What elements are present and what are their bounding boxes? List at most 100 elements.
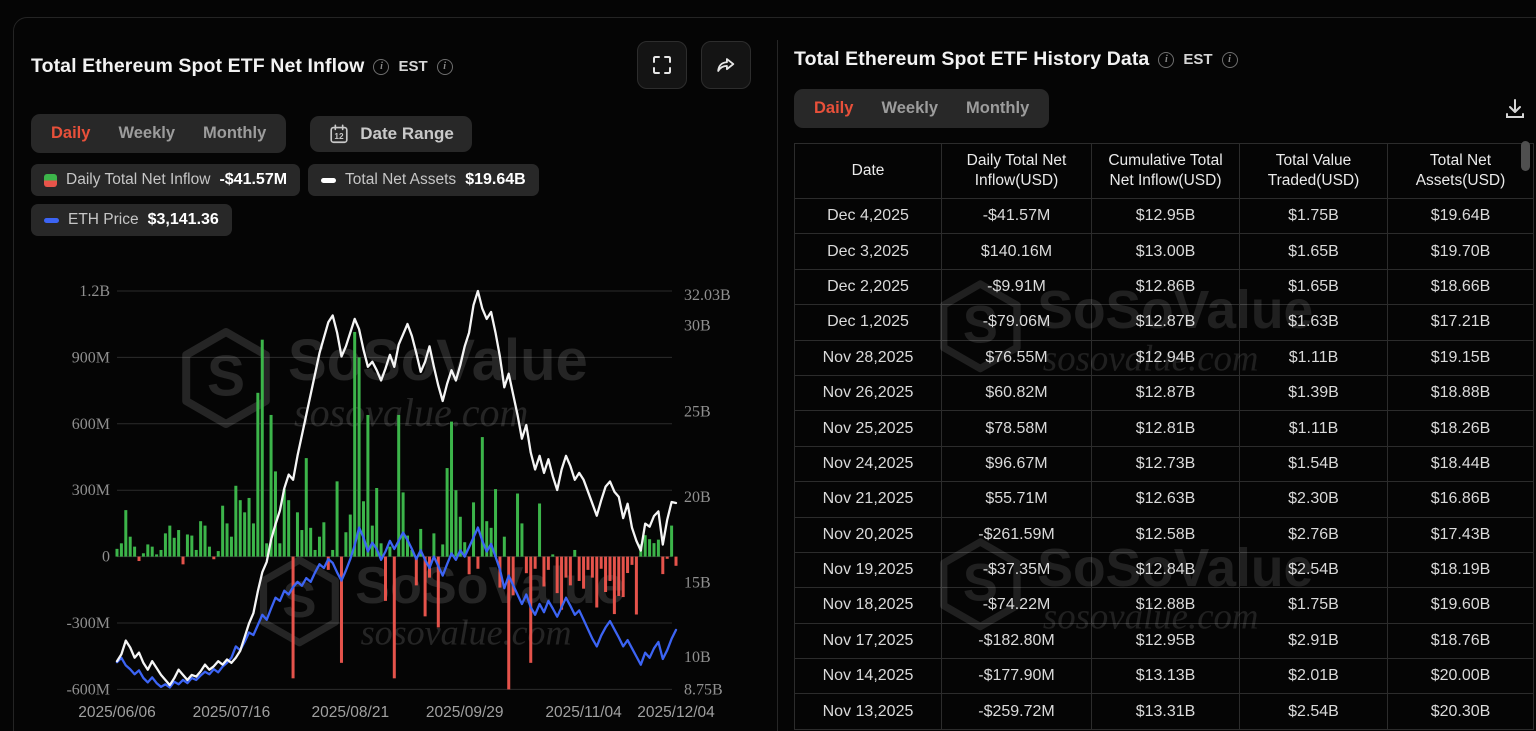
value-cell: $2.30B xyxy=(1239,481,1388,518)
table-row[interactable]: Nov 19,2025 -$37.35M $12.84B $2.54B $18.19B xyxy=(794,551,1534,589)
table-scrollbar[interactable] xyxy=(1521,141,1530,171)
inflow-bar xyxy=(652,543,656,557)
table-header-row: Date Daily Total Net Inflow(USD) Cumulativ… xyxy=(794,143,1534,199)
value-cell: $12.87B xyxy=(1091,374,1240,412)
inflow-bar xyxy=(366,414,370,557)
date-range-button[interactable]: 12 Date Range xyxy=(310,115,472,152)
inflow-bar xyxy=(612,556,616,615)
date-cell: Nov 14,2025 xyxy=(794,658,942,695)
inflow-bar xyxy=(546,556,550,570)
value-cell: $12.95B xyxy=(1091,197,1240,235)
value-cell: $18.44B xyxy=(1387,445,1534,483)
table-row[interactable]: Nov 17,2025 -$182.80M $12.95B $2.91B $18.76B xyxy=(794,622,1534,660)
table-row[interactable]: Nov 21,2025 $55.71M $12.63B $2.30B $16.86B xyxy=(794,481,1534,518)
value-cell: -$37.35M xyxy=(941,551,1092,589)
inflow-bar xyxy=(582,556,586,589)
tab-monthly[interactable]: Monthly xyxy=(966,99,1030,117)
inflow-bar xyxy=(326,556,330,570)
inflow-bar xyxy=(634,556,638,615)
value-cell: $76.55M xyxy=(941,339,1092,376)
value-cell: -$182.80M xyxy=(941,622,1092,660)
legend-item-daily-total-net-inflow[interactable]: Daily Total Net Inflow -$41.57M xyxy=(31,164,301,196)
inflow-bar xyxy=(410,549,414,557)
legend-value: $3,141.36 xyxy=(147,211,219,228)
table-row[interactable]: Nov 14,2025 -$177.90M $13.13B $2.01B $20.00B xyxy=(794,658,1534,695)
value-cell: -$9.91M xyxy=(941,268,1092,306)
tab-daily[interactable]: Daily xyxy=(51,124,91,142)
inflow-bar xyxy=(317,536,321,557)
download-button[interactable] xyxy=(1499,94,1531,124)
date-cell: Nov 25,2025 xyxy=(794,410,942,447)
info-icon[interactable]: i xyxy=(373,58,390,75)
table-row[interactable]: Dec 1,2025 -$79.06M $12.87B $1.63B $17.21B xyxy=(794,304,1534,341)
inflow-bar xyxy=(630,556,634,565)
inflow-bar xyxy=(445,468,449,557)
table-row[interactable]: Nov 25,2025 $78.58M $12.81B $1.11B $18.26B xyxy=(794,410,1534,447)
inflow-bar xyxy=(203,525,207,557)
column-header: Total Value Traded(USD) xyxy=(1239,143,1388,199)
table-row[interactable]: Nov 24,2025 $96.67M $12.73B $1.54B $18.44B xyxy=(794,445,1534,483)
value-cell: -$177.90M xyxy=(941,658,1092,695)
date-range-label: Date Range xyxy=(360,123,454,143)
value-cell: $96.67M xyxy=(941,445,1092,483)
value-cell: $2.91B xyxy=(1239,622,1388,660)
table-row[interactable]: Dec 2,2025 -$9.91M $12.86B $1.65B $18.66B xyxy=(794,268,1534,306)
est-label: EST xyxy=(1183,51,1213,68)
date-cell: Dec 2,2025 xyxy=(794,268,942,306)
value-cell: $17.21B xyxy=(1387,304,1534,341)
value-cell: $12.95B xyxy=(1091,622,1240,660)
table-row[interactable]: Dec 4,2025 -$41.57M $12.95B $1.75B $19.64B xyxy=(794,197,1534,235)
inflow-bar xyxy=(538,503,542,557)
right-axis-label: 8.75B xyxy=(684,681,723,698)
inflow-bar xyxy=(221,505,225,557)
value-cell: $2.54B xyxy=(1239,693,1388,730)
info-icon[interactable]: i xyxy=(1158,51,1175,68)
inflow-bar xyxy=(419,528,423,557)
value-cell: $12.94B xyxy=(1091,339,1240,376)
inflow-bar xyxy=(502,536,506,557)
chart-canvas[interactable]: 1.2B 900M 600M 300M 0 -300M -600M 32.03B 30B 25B 2… xyxy=(0,0,778,731)
inflow-bar xyxy=(450,421,454,557)
inflow-bar xyxy=(141,553,145,557)
info-icon[interactable]: i xyxy=(436,58,453,75)
inflow-bar xyxy=(172,537,176,557)
inflow-bar xyxy=(643,535,647,557)
left-axis-label: -600M xyxy=(66,681,110,698)
right-panel-header: Total Ethereum Spot ETF History Data i E… xyxy=(794,48,1238,71)
table-row[interactable]: Nov 13,2025 -$259.72M $13.31B $2.54B $20.30B xyxy=(794,693,1534,730)
legend-item-total-net-assets[interactable]: Total Net Assets $19.64B xyxy=(308,164,539,196)
value-cell: $13.00B xyxy=(1091,233,1240,270)
tab-daily[interactable]: Daily xyxy=(814,99,854,117)
table-row[interactable]: Nov 26,2025 $60.82M $12.87B $1.39B $18.88B xyxy=(794,374,1534,412)
tab-weekly[interactable]: Weekly xyxy=(881,99,939,117)
inflow-bar xyxy=(370,525,374,557)
fullscreen-button[interactable] xyxy=(637,41,687,89)
inflow-bar xyxy=(472,502,476,557)
inflow-bar xyxy=(137,556,141,562)
value-cell: $18.88B xyxy=(1387,374,1534,412)
inflow-bar xyxy=(384,556,387,601)
tab-monthly[interactable]: Monthly xyxy=(203,124,267,142)
inflow-bar xyxy=(260,339,264,557)
inflow-bar xyxy=(238,500,242,557)
inflow-bar xyxy=(243,512,247,557)
value-cell: $12.58B xyxy=(1091,516,1240,553)
legend-item-eth-price[interactable]: ETH Price $3,141.36 xyxy=(31,204,232,236)
value-cell: -$259.72M xyxy=(941,693,1092,730)
inflow-bar xyxy=(674,556,678,566)
share-button[interactable] xyxy=(701,41,751,89)
value-cell: $1.63B xyxy=(1239,304,1388,341)
date-cell: Nov 20,2025 xyxy=(794,516,942,553)
inflow-bar xyxy=(348,514,352,557)
table-row[interactable]: Nov 20,2025 -$261.59M $12.58B $2.76B $17.43B xyxy=(794,516,1534,553)
table-row[interactable]: Dec 3,2025 $140.16M $13.00B $1.65B $19.70B xyxy=(794,233,1534,270)
inflow-bar xyxy=(163,533,167,557)
tab-weekly[interactable]: Weekly xyxy=(118,124,176,142)
info-icon[interactable]: i xyxy=(1221,51,1238,68)
table-row[interactable]: Nov 18,2025 -$74.22M $12.88B $1.75B $19.60B xyxy=(794,587,1534,624)
table-row[interactable]: Nov 28,2025 $76.55M $12.94B $1.11B $19.15B xyxy=(794,339,1534,376)
right-axis-label: 20B xyxy=(684,489,711,506)
inflow-bar xyxy=(278,543,282,557)
value-cell: $18.19B xyxy=(1387,551,1534,589)
inflow-bar xyxy=(401,492,405,557)
